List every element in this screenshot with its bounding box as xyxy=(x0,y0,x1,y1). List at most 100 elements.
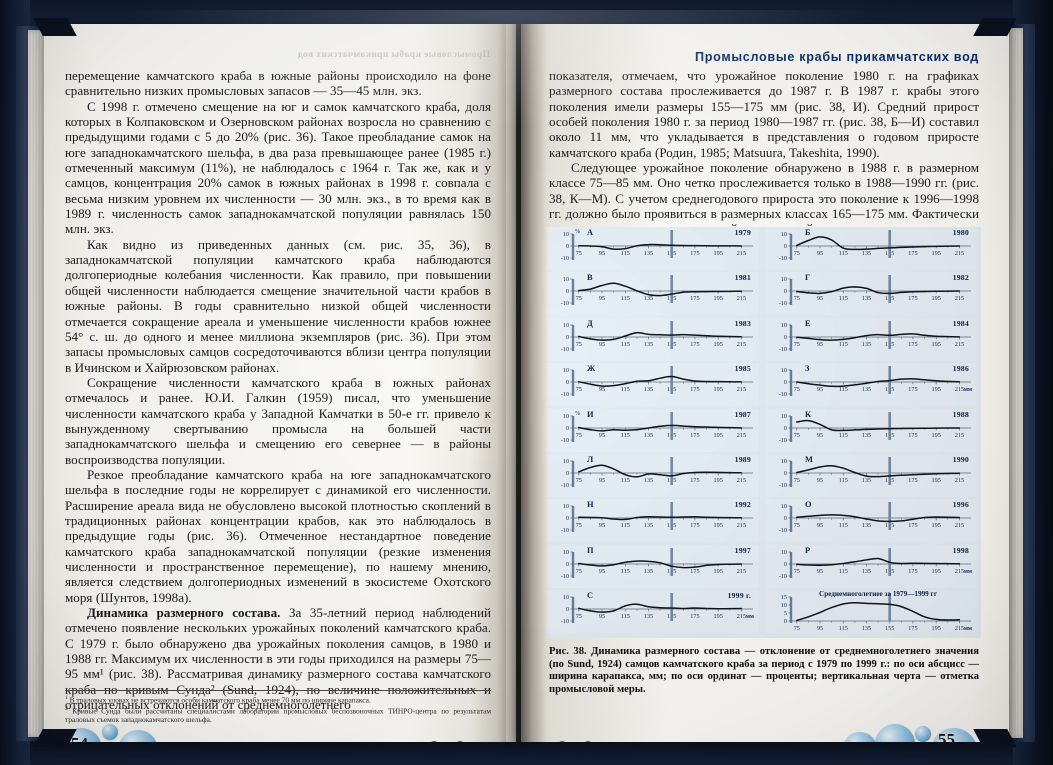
svg-text:175: 175 xyxy=(690,613,699,620)
svg-text:175: 175 xyxy=(908,341,917,348)
svg-text:115: 115 xyxy=(839,522,848,529)
paragraph: Сокращение численности камчатского краба… xyxy=(65,374,491,467)
chart-y-unit-label: % xyxy=(575,409,581,417)
paragraph-lead-bold: Динамика размерного состава. xyxy=(87,605,281,621)
svg-text:0: 0 xyxy=(566,606,569,613)
svg-text:115: 115 xyxy=(621,568,630,575)
chart-panel-year: 1985 xyxy=(734,364,751,374)
svg-text:195: 195 xyxy=(714,613,723,620)
chart-panel-letter: Р xyxy=(805,545,811,555)
chart-panel-letter: З xyxy=(805,364,810,374)
svg-text:75: 75 xyxy=(576,341,582,348)
page-right: Промысловые крабы прикамчатских вод пока… xyxy=(521,24,1009,742)
svg-text:75: 75 xyxy=(794,477,800,484)
svg-text:195: 195 xyxy=(932,250,941,257)
svg-text:10: 10 xyxy=(563,367,569,374)
svg-text:175: 175 xyxy=(908,386,917,393)
svg-text:10: 10 xyxy=(563,458,569,465)
paragraph-size-dynamics: Динамика размерного состава. За 35-летни… xyxy=(65,605,491,712)
svg-text:115: 115 xyxy=(839,568,848,575)
svg-text:0: 0 xyxy=(566,334,569,341)
svg-text:-10: -10 xyxy=(561,346,569,353)
chart-panel-average: 75 95 115 135 155 175 195 215 0 5 10 15 мм Среднемног… xyxy=(765,590,977,634)
page-left: Промысловые крабы прикамчатских вод пере… xyxy=(44,24,516,742)
running-header: Промысловые крабы прикамчатских вод xyxy=(694,50,979,64)
chart-panel-year: 1990 xyxy=(952,455,969,464)
svg-text:135: 135 xyxy=(862,477,871,484)
svg-text:95: 95 xyxy=(599,477,605,484)
svg-text:10: 10 xyxy=(781,322,787,329)
svg-text:95: 95 xyxy=(817,625,823,632)
chart-panel-letter: С xyxy=(587,591,594,601)
svg-text:-10: -10 xyxy=(561,618,569,625)
svg-text:95: 95 xyxy=(599,341,605,348)
chart-panel-year: 1997 xyxy=(734,545,751,555)
svg-text:115: 115 xyxy=(839,386,848,393)
paragraph: Резкое преобладание камчатского краба на… xyxy=(65,466,491,605)
chart-panel-year: 1980 xyxy=(952,228,969,237)
page-number-right: 55 xyxy=(938,730,955,742)
svg-text:115: 115 xyxy=(621,341,630,348)
svg-text:-10: -10 xyxy=(561,482,569,489)
svg-text:95: 95 xyxy=(599,613,605,620)
svg-text:215: 215 xyxy=(737,568,746,575)
svg-text:195: 195 xyxy=(714,295,723,302)
chart-panel-year: 1979 xyxy=(734,228,751,237)
svg-text:мм: мм xyxy=(964,569,972,575)
svg-text:195: 195 xyxy=(932,568,941,575)
svg-text:215: 215 xyxy=(737,613,746,620)
svg-text:-10: -10 xyxy=(561,391,569,398)
svg-text:135: 135 xyxy=(862,522,871,529)
svg-text:75: 75 xyxy=(576,295,582,302)
svg-text:195: 195 xyxy=(714,386,723,393)
svg-text:135: 135 xyxy=(644,432,653,439)
svg-text:-10: -10 xyxy=(779,573,787,580)
svg-text:95: 95 xyxy=(599,568,605,575)
figure-caption: Рис. 38. Динамика размерного состава — о… xyxy=(549,646,979,695)
svg-text:215: 215 xyxy=(955,341,964,348)
svg-text:0: 0 xyxy=(784,379,787,386)
chart-panel-year: 1992 xyxy=(734,500,751,510)
paragraph: С 1998 г. отмечено смещение на юг и само… xyxy=(65,98,491,237)
chart-panel-letter: Г xyxy=(805,273,811,283)
svg-text:135: 135 xyxy=(644,250,653,257)
bubble-decoration-right xyxy=(827,724,1007,742)
chart-panel-1999 г.: 7595115135155175195215-10010ммС1999 г. xyxy=(547,590,759,634)
svg-text:10: 10 xyxy=(563,413,569,420)
footnote-1: 1 В траловых уловах не встречаются особи… xyxy=(65,694,491,705)
svg-text:115: 115 xyxy=(621,613,630,620)
svg-text:115: 115 xyxy=(621,477,630,484)
svg-text:95: 95 xyxy=(817,250,823,257)
svg-text:10: 10 xyxy=(781,458,787,465)
chart-panel-letter: М xyxy=(805,455,813,464)
svg-text:0: 0 xyxy=(566,289,569,296)
svg-text:95: 95 xyxy=(817,477,823,484)
svg-text:175: 175 xyxy=(908,522,917,529)
svg-text:175: 175 xyxy=(690,522,699,529)
svg-text:0: 0 xyxy=(566,470,569,477)
svg-text:75: 75 xyxy=(794,341,800,348)
svg-text:-10: -10 xyxy=(561,528,569,535)
svg-text:-10: -10 xyxy=(779,301,787,308)
svg-text:135: 135 xyxy=(862,250,871,257)
svg-text:175: 175 xyxy=(690,341,699,348)
svg-text:115: 115 xyxy=(839,250,848,257)
chart-panel-year: 1998 xyxy=(952,545,969,555)
svg-text:135: 135 xyxy=(644,568,653,575)
svg-text:215: 215 xyxy=(955,432,964,439)
svg-text:135: 135 xyxy=(644,477,653,484)
svg-text:-10: -10 xyxy=(779,528,787,535)
svg-text:135: 135 xyxy=(862,386,871,393)
svg-text:175: 175 xyxy=(690,250,699,257)
svg-text:115: 115 xyxy=(839,432,848,439)
svg-text:мм: мм xyxy=(964,626,972,632)
svg-text:75: 75 xyxy=(794,568,800,575)
svg-text:-10: -10 xyxy=(779,255,787,262)
svg-text:215: 215 xyxy=(955,477,964,484)
svg-text:175: 175 xyxy=(908,295,917,302)
